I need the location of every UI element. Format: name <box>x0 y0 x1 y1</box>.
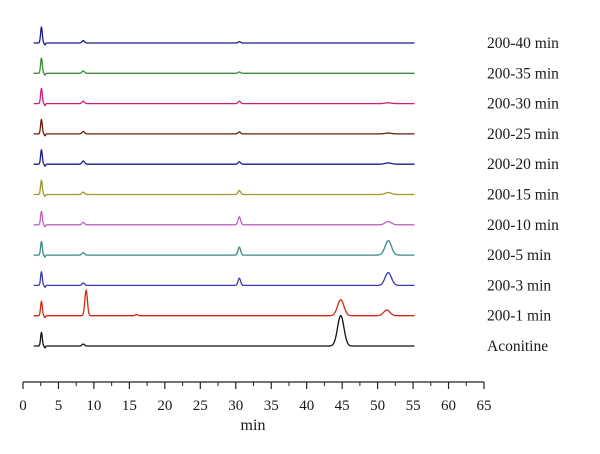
trace-label: 200-5 min <box>487 247 551 264</box>
x-tick-label: 50 <box>370 398 385 414</box>
x-tick-label: 15 <box>122 398 137 414</box>
chromatogram-traces <box>33 26 415 349</box>
x-tick-label: 35 <box>264 398 279 414</box>
trace-line <box>33 271 415 288</box>
trace-label: 200-20 min <box>487 156 559 173</box>
trace-line <box>33 289 415 319</box>
x-axis-ticks: 0 5 10 15 20 25 30 35 40 45 50 55 60 65 <box>19 382 492 414</box>
trace-line <box>33 149 415 167</box>
trace-line <box>33 179 415 198</box>
trace-label: 200-3 min <box>487 277 551 294</box>
x-tick-label: 10 <box>86 398 101 414</box>
trace-line <box>33 87 415 107</box>
trace-line <box>33 57 415 76</box>
trace-line <box>33 210 415 228</box>
trace-line <box>33 314 415 349</box>
x-tick-label: 5 <box>55 398 63 414</box>
x-tick-label: 30 <box>228 398 243 414</box>
trace-label: 200-30 min <box>487 96 559 113</box>
trace-label: 200-15 min <box>487 187 559 204</box>
x-axis-title: min <box>241 417 266 434</box>
trace-label: 200-1 min <box>487 308 551 325</box>
trace-label: 200-35 min <box>487 65 559 82</box>
trace-label: 200-25 min <box>487 126 559 143</box>
trace-line <box>33 26 415 46</box>
x-axis: 0 5 10 15 20 25 30 35 40 45 50 55 60 65 min <box>19 381 492 434</box>
x-tick-label: 40 <box>299 398 314 414</box>
trace-label: Aconitine <box>487 338 548 355</box>
x-tick-label: 25 <box>193 398 208 414</box>
trace-line <box>33 118 415 137</box>
trace-label: 200-10 min <box>487 217 559 234</box>
x-tick-label: 45 <box>335 398 350 414</box>
x-tick-label: 65 <box>477 398 492 414</box>
trace-label: 200-40 min <box>487 35 559 52</box>
x-tick-label: 0 <box>19 398 27 414</box>
x-tick-label: 20 <box>157 398 172 414</box>
trace-line <box>33 240 415 258</box>
x-tick-label: 55 <box>406 398 421 414</box>
trace-labels: 200-40 min 200-35 min 200-30 min 200-25 min… <box>487 35 559 355</box>
x-tick-label: 60 <box>441 398 456 414</box>
